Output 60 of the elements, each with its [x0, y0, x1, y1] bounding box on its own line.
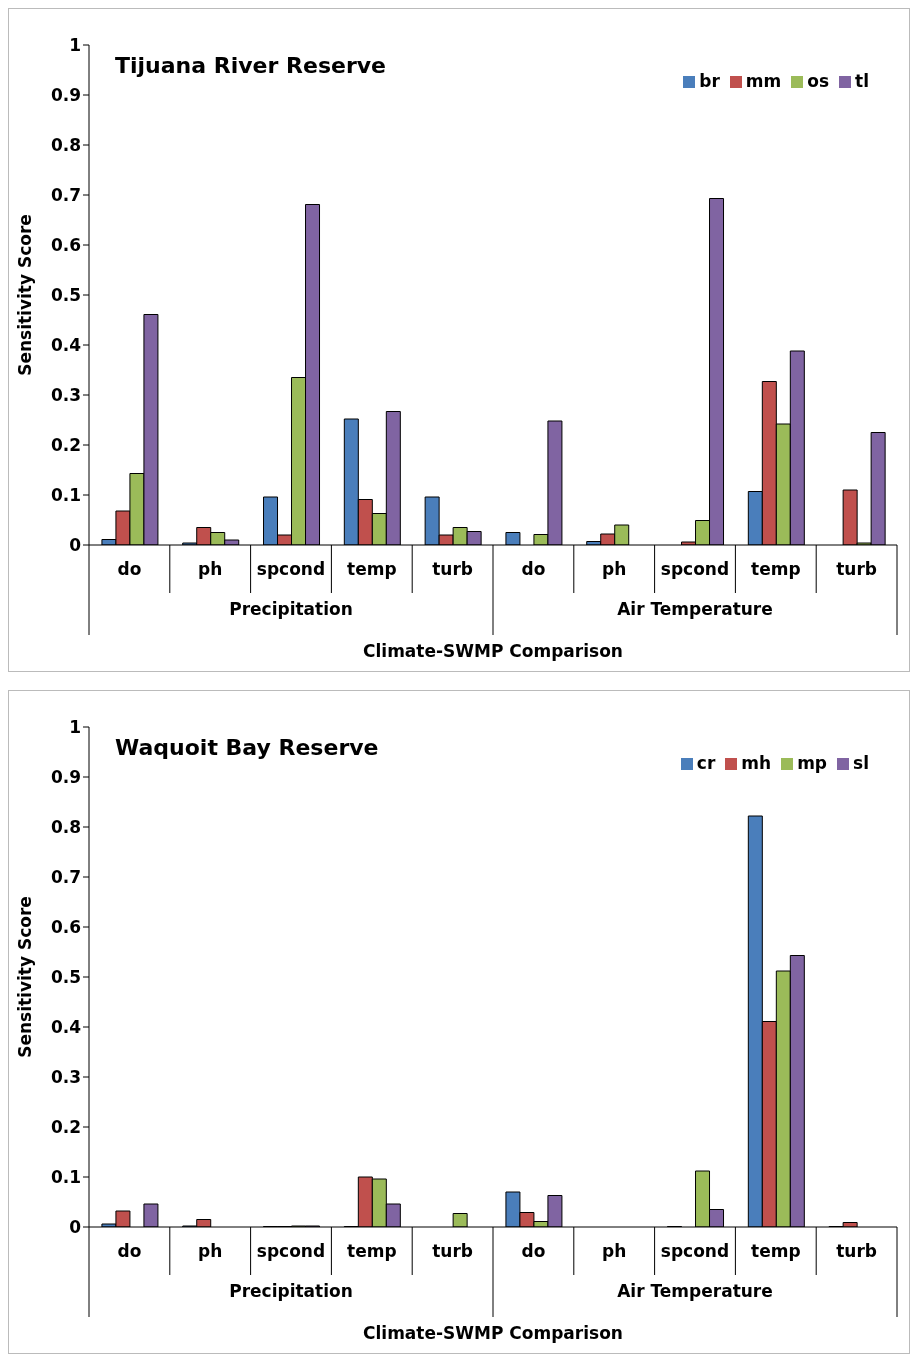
text: Precipitation: [229, 1281, 353, 1301]
x-axis-title: Climate-SWMP Comparison: [363, 1323, 623, 1343]
y-axis-title: Sensitivity Score: [15, 896, 36, 1058]
y-tick-label: 0: [69, 535, 82, 556]
x-tick-label: temp: [347, 559, 397, 579]
legend-label: mh: [741, 753, 772, 773]
x-tick-label: turb: [836, 559, 877, 579]
y-tick-label: 0.5: [50, 967, 81, 988]
x-tick-label: spcond: [660, 559, 730, 579]
y-tick-label: 0.7: [50, 867, 81, 888]
x-tick-label: ph: [602, 1241, 627, 1261]
y-axis-title: Sensitivity Score: [15, 214, 36, 376]
y-tick-label: 0.9: [50, 85, 81, 106]
y-tick-label: 0.4: [50, 1017, 82, 1038]
y-tick-label: 0: [69, 1217, 82, 1238]
legend-label: cr: [696, 753, 716, 773]
x-tick-label: turb: [432, 559, 473, 579]
y-tick-label: 0.2: [50, 435, 81, 456]
y-tick-label: 0.6: [50, 917, 81, 938]
y-tick-label: 0.2: [50, 1117, 81, 1138]
x-tick-label: turb: [432, 1241, 473, 1261]
y-tick-label: 0.5: [50, 285, 81, 306]
x-tick-label: temp: [751, 1241, 801, 1261]
legend-label: sl: [853, 753, 869, 773]
x-tick-label: spcond: [660, 1241, 730, 1261]
chart-title: Tijuana River Reserve: [115, 53, 387, 78]
x-tick-label: spcond: [256, 559, 326, 579]
y-tick-label: 0.9: [50, 767, 81, 788]
x-tick-label: ph: [198, 559, 223, 579]
x-tick-label: do: [117, 559, 142, 579]
x-tick-label: spcond: [256, 1241, 326, 1261]
x-tick-label: do: [521, 1241, 546, 1261]
chart-title: Waquoit Bay Reserve: [115, 735, 379, 760]
legend-label: tl: [855, 71, 869, 91]
y-tick-label: 0.1: [50, 485, 81, 506]
x-tick-label: turb: [836, 1241, 877, 1261]
y-tick-label: 0.3: [50, 1067, 81, 1088]
y-tick-label: 0.1: [50, 1167, 81, 1188]
x-tick-label: temp: [751, 559, 801, 579]
x-tick-label: temp: [347, 1241, 397, 1261]
y-tick-label: 0.7: [50, 185, 81, 206]
x-tick-label: ph: [198, 1241, 223, 1261]
x-axis-title: Climate-SWMP Comparison: [363, 641, 623, 661]
text: Precipitation: [229, 599, 353, 619]
y-tick-label: 0.8: [50, 817, 81, 838]
y-tick-label: 1: [69, 717, 81, 738]
y-tick-label: 0.8: [50, 135, 81, 156]
x-tick-label: do: [117, 1241, 142, 1261]
text: Air Temperature: [617, 599, 773, 619]
legend-label: mp: [797, 753, 828, 773]
legend-label: br: [699, 71, 720, 91]
legend-label: os: [807, 71, 830, 91]
text: Air Temperature: [617, 1281, 773, 1301]
x-tick-label: do: [521, 559, 546, 579]
y-tick-label: 1: [69, 35, 81, 56]
x-tick-label: ph: [602, 559, 627, 579]
legend-label: mm: [745, 71, 782, 91]
y-tick-label: 0.4: [50, 335, 82, 356]
y-tick-label: 0.3: [50, 385, 81, 406]
y-tick-label: 0.6: [50, 235, 81, 256]
